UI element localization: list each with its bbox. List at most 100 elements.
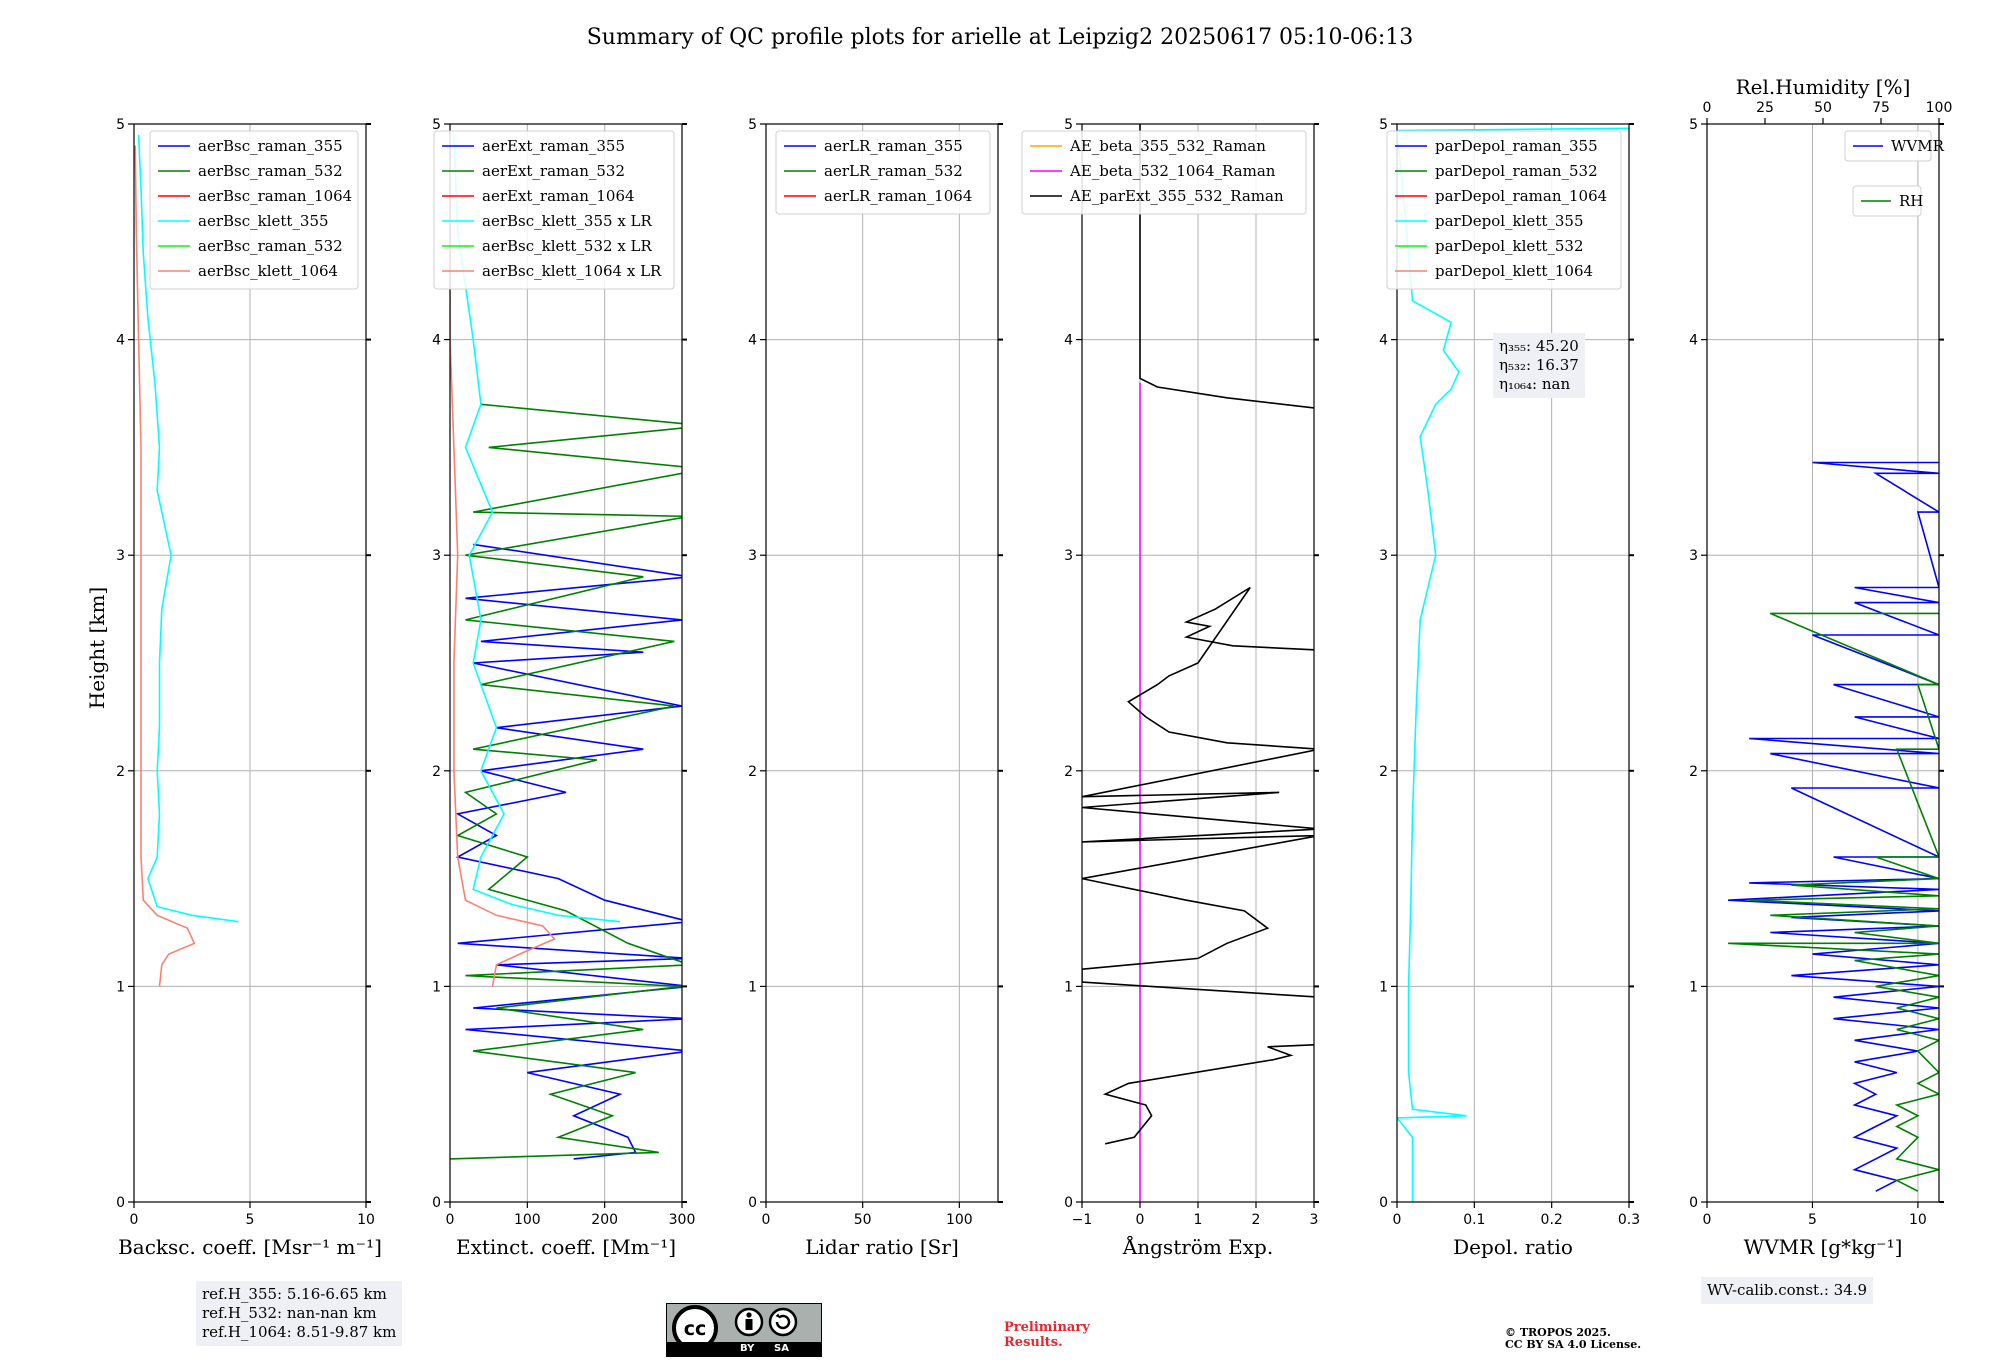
figure-title: Summary of QC profile plots for arielle … bbox=[587, 25, 1414, 50]
cc-license-logo: cc BY SA bbox=[666, 1303, 822, 1357]
legend-box bbox=[775, 130, 991, 215]
y-axis-label: Height [km] bbox=[85, 587, 109, 709]
x2-tick-label: 50 bbox=[1814, 100, 1832, 116]
panel-1: 0 1 2 3 4 5 0 5 10 Backsc. coeff. [Msr⁻¹ m⁻¹] aerB… bbox=[116, 117, 382, 1259]
x-tick-label: 5 bbox=[246, 1212, 255, 1228]
legend-label: aerBsc_raman_532 bbox=[198, 237, 343, 255]
x-tick-label: 0.1 bbox=[1463, 1212, 1485, 1228]
legend-label: aerLR_raman_1064 bbox=[824, 187, 972, 205]
legend-label: parDepol_klett_532 bbox=[1435, 237, 1584, 255]
y-tick-label: 0 bbox=[1379, 1195, 1388, 1211]
eta-1064-text: η₁₀₆₄: nan bbox=[1499, 375, 1571, 393]
x-tick-label: 5 bbox=[1808, 1212, 1817, 1228]
y-tick-label: 2 bbox=[116, 764, 125, 780]
series-line-4 bbox=[453, 134, 621, 923]
x-tick-label: 10 bbox=[357, 1212, 375, 1228]
x-tick-label: 50 bbox=[854, 1212, 872, 1228]
legend-label: RH bbox=[1899, 192, 1923, 210]
plot-area bbox=[1707, 124, 1939, 1202]
x-tick-label: 10 bbox=[1909, 1212, 1927, 1228]
y-tick-label: 1 bbox=[1064, 979, 1073, 995]
legend-label: aerBsc_raman_532 bbox=[198, 162, 343, 180]
legend-label: aerBsc_klett_1064 bbox=[198, 262, 338, 280]
x-axis-label: Ångström Exp. bbox=[1122, 1234, 1273, 1259]
legend-box bbox=[1844, 130, 1932, 162]
wv-calib-box: WV-calib.const.: 34.9 bbox=[1701, 1277, 1874, 1304]
legend-box bbox=[149, 130, 359, 290]
legend-label: AE_beta_532_1064_Raman bbox=[1069, 162, 1276, 180]
y-tick-label: 4 bbox=[1689, 333, 1698, 349]
y-tick-label: 0 bbox=[116, 1195, 125, 1211]
legend-label: aerExt_raman_355 bbox=[482, 137, 625, 155]
x-tick-label: 0 bbox=[1703, 1212, 1712, 1228]
results-text: Results. bbox=[1004, 1335, 1063, 1350]
ref-h-532-text: ref.H_532: nan-nan km bbox=[202, 1304, 377, 1322]
legend-label: parDepol_raman_532 bbox=[1435, 162, 1598, 180]
wv-calib-text: WV-calib.const.: 34.9 bbox=[1707, 1281, 1868, 1299]
y-tick-label: 1 bbox=[748, 979, 757, 995]
y-tick-label: 5 bbox=[432, 117, 441, 133]
x-tick-label: 0 bbox=[446, 1212, 455, 1228]
x-tick-label: 100 bbox=[946, 1212, 973, 1228]
cc-by-text: BY bbox=[740, 1343, 755, 1354]
y-tick-label: 3 bbox=[1064, 548, 1073, 564]
cc-license-icon: cc bbox=[672, 1305, 798, 1351]
legend-label: aerBsc_raman_1064 bbox=[198, 187, 352, 205]
x-tick-label: 0.2 bbox=[1541, 1212, 1563, 1228]
axes-frame bbox=[449, 123, 683, 1203]
x-tick-label: 0 bbox=[762, 1212, 771, 1228]
y-tick-label: 1 bbox=[116, 979, 125, 995]
y-tick-label: 3 bbox=[1689, 548, 1698, 564]
x2-tick-label: 25 bbox=[1756, 100, 1774, 116]
legend-label: parDepol_klett_355 bbox=[1435, 212, 1584, 230]
x-tick-label: 200 bbox=[591, 1212, 618, 1228]
series-line-4 bbox=[1397, 127, 1629, 1202]
axes-frame bbox=[765, 123, 999, 1203]
y-tick-label: 3 bbox=[1379, 548, 1388, 564]
legend-label: WVMR bbox=[1891, 137, 1945, 155]
legend-box bbox=[1386, 130, 1622, 290]
x-axis-label: Lidar ratio [Sr] bbox=[805, 1235, 959, 1259]
x-tick-label: 300 bbox=[669, 1212, 696, 1228]
legend-box bbox=[433, 130, 675, 290]
y-tick-label: 2 bbox=[1689, 764, 1698, 780]
y-tick-label: 1 bbox=[1379, 979, 1388, 995]
x2-tick-label: 0 bbox=[1703, 100, 1712, 116]
y-tick-label: 4 bbox=[1064, 333, 1073, 349]
reference-height-box: ref.H_355: 5.16-6.65 km ref.H_532: nan-n… bbox=[196, 1281, 403, 1346]
series-line-6 bbox=[134, 145, 196, 987]
x-tick-label: 3 bbox=[1310, 1212, 1319, 1228]
legend-label: parDepol_raman_355 bbox=[1435, 137, 1598, 155]
legend-label: aerBsc_klett_1064 x LR bbox=[482, 262, 662, 280]
y-tick-label: 5 bbox=[1379, 117, 1388, 133]
x-tick-label: 2 bbox=[1252, 1212, 1261, 1228]
ref-h-355-text: ref.H_355: 5.16-6.65 km bbox=[202, 1285, 387, 1303]
y-tick-label: 1 bbox=[1689, 979, 1698, 995]
axes-frame bbox=[1396, 123, 1630, 1203]
y-tick-label: 3 bbox=[116, 548, 125, 564]
y-tick-label: 5 bbox=[1689, 117, 1698, 133]
legend-box bbox=[1021, 130, 1307, 215]
copyright-text: © TROPOS 2025. bbox=[1505, 1326, 1611, 1339]
legend-label: aerBsc_raman_355 bbox=[198, 137, 343, 155]
x2-tick-label: 100 bbox=[1926, 100, 1953, 116]
y-tick-label: 0 bbox=[748, 1195, 757, 1211]
legend-label: parDepol_klett_1064 bbox=[1435, 262, 1593, 280]
plot-area bbox=[450, 124, 682, 1202]
x-axis-label: Backsc. coeff. [Msr⁻¹ m⁻¹] bbox=[118, 1235, 382, 1259]
x-axis-label: Depol. ratio bbox=[1453, 1235, 1573, 1259]
x-tick-label: 0 bbox=[1393, 1212, 1402, 1228]
series-line-4 bbox=[137, 134, 239, 923]
plot-area bbox=[1397, 124, 1629, 1202]
y-tick-label: 4 bbox=[116, 333, 125, 349]
legend-label: AE_parExt_355_532_Raman bbox=[1069, 187, 1284, 205]
ref-h-1064-text: ref.H_1064: 8.51-9.87 km bbox=[202, 1323, 397, 1341]
y-tick-label: 2 bbox=[432, 764, 441, 780]
y-tick-label: 5 bbox=[116, 117, 125, 133]
x-tick-label: 0 bbox=[130, 1212, 139, 1228]
y-tick-label: 0 bbox=[1064, 1195, 1073, 1211]
legend-label: parDepol_raman_1064 bbox=[1435, 187, 1607, 205]
y-tick-label: 0 bbox=[1689, 1195, 1698, 1211]
series-line-1 bbox=[1728, 461, 1939, 1192]
